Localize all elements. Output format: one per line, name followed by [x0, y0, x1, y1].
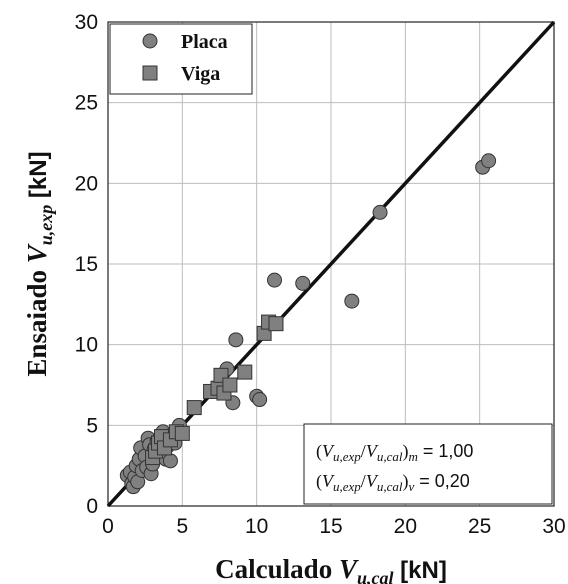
legend-box	[109, 23, 253, 95]
data-point-viga	[174, 425, 190, 441]
y-tick-label: 25	[75, 92, 98, 115]
x-tick-label: 5	[176, 515, 188, 538]
y-axis-title: Ensaiado Vu,exp [kN]	[22, 151, 56, 376]
legend-marker-viga	[142, 65, 158, 81]
data-point-viga	[186, 400, 202, 416]
x-tick-label: 25	[468, 515, 491, 538]
y-tick-label: 5	[86, 414, 98, 437]
x-tick-label: 20	[394, 515, 417, 538]
data-point-placa	[252, 392, 268, 408]
stats-mean-suffix: m	[408, 449, 417, 464]
x-axis-title-unit: [kN]	[393, 557, 446, 584]
data-point-placa	[344, 293, 360, 309]
data-point-viga	[237, 364, 253, 380]
x-tick-label: 30	[542, 515, 565, 538]
stats-cov-num: u,exp	[333, 479, 361, 494]
x-tick-label: 0	[102, 515, 114, 538]
legend-label-viga: Viga	[181, 63, 220, 85]
y-axis-title-sub: u,exp	[36, 205, 56, 246]
y-tick-label: 0	[86, 495, 98, 518]
y-tick-label: 20	[75, 172, 98, 195]
data-point-placa	[481, 153, 497, 169]
x-tick-label: 15	[319, 515, 342, 538]
x-axis-title: Calculado Vu,cal [kN]	[215, 554, 447, 584]
x-tick-label: 10	[245, 515, 268, 538]
data-point-placa	[372, 204, 388, 220]
y-axis-title-var: V	[22, 243, 52, 263]
data-point-placa	[162, 453, 178, 469]
tick-labels: 0 5 10 15 20 25 30 0 5 10 15 20 25 30	[75, 11, 566, 538]
stats-line-cov: (Vu,exp/Vu,cal)v = 0,20	[316, 471, 470, 494]
data-point-viga	[222, 377, 238, 393]
legend-marker-placa	[142, 33, 158, 49]
stats-cov-suffix: v	[408, 479, 414, 494]
y-tick-label: 30	[75, 11, 98, 34]
stats-mean-num: u,exp	[333, 449, 361, 464]
data-point-placa	[228, 332, 244, 348]
y-axis-title-unit: [kN]	[25, 151, 52, 204]
y-axis-title-main: Ensaiado	[22, 263, 52, 376]
stats-box: (Vu,exp/Vu,cal)m = 1,00 (Vu,exp/Vu,cal)v…	[303, 423, 553, 505]
legend: Placa Viga	[109, 23, 253, 95]
data-point-placa	[295, 275, 311, 291]
stats-cov-den: u,cal	[377, 479, 403, 494]
stats-box-frame	[303, 423, 553, 505]
plot-frame	[107, 21, 555, 507]
data-point-viga	[268, 316, 284, 332]
stats-mean-value: 1,00	[438, 441, 473, 461]
stats-cov-value: 0,20	[435, 471, 470, 491]
data-points	[119, 153, 497, 495]
x-axis-title-sub: u,cal	[357, 568, 394, 584]
stats-mean-den: u,cal	[377, 449, 403, 464]
x-axis-title-var: V	[339, 554, 359, 584]
data-point-placa	[267, 272, 283, 288]
legend-label-placa: Placa	[181, 31, 228, 53]
y-tick-label: 10	[75, 334, 98, 357]
x-axis-title-main: Calculado	[215, 554, 339, 584]
y-tick-label: 15	[75, 253, 98, 276]
